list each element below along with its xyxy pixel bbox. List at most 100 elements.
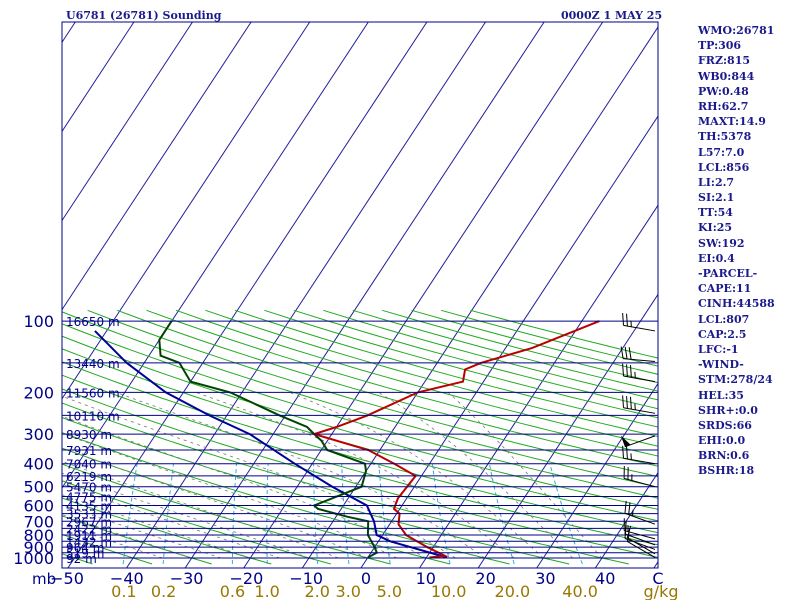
dry-adiabat [62, 335, 658, 510]
wind-barb-staff [627, 537, 656, 555]
isotherm-line [301, 26, 658, 568]
isotherm-line [62, 22, 193, 222]
index-line: -WIND- [698, 358, 744, 372]
temperature-tick-label: −30 [170, 569, 204, 588]
index-line: CAP:2.5 [698, 327, 747, 341]
index-line: WB0:844 [698, 69, 755, 83]
mixing-ratio-line [549, 463, 583, 565]
temperature-tick-label: −20 [230, 569, 264, 588]
mixing-ratio-tick-label: 5.0 [377, 582, 402, 600]
index-line: BSHR:18 [698, 464, 755, 478]
wind-barb-staff [623, 358, 656, 362]
height-label: 13440 m [66, 357, 120, 371]
dry-adiabat [62, 311, 658, 488]
pressure-tick-label: 300 [23, 425, 54, 444]
wind-barb-flag [629, 365, 632, 378]
wind-barb-staff [624, 538, 656, 550]
height-label: 519 m [66, 547, 104, 561]
isotherm-line [184, 22, 545, 568]
height-label: 4135 m [66, 499, 112, 513]
index-line: EI:0.4 [698, 251, 735, 265]
mixing-ratio-line [313, 463, 319, 565]
index-line: KI:25 [698, 221, 733, 235]
height-label: 4775 m [66, 490, 112, 504]
wind-barb-staff [624, 512, 656, 525]
isotherm-line [419, 204, 658, 568]
wind-barb-staff [623, 324, 656, 332]
height-label: 2967 m [66, 515, 112, 529]
isotherm-line [62, 22, 252, 311]
index-line: MAXT:14.9 [698, 115, 766, 129]
wind-barb-flag [622, 363, 624, 377]
temperature-trace [310, 320, 600, 559]
sounding-time: 0000Z 1 MAY 25 [561, 9, 663, 22]
isotherm-line [243, 22, 604, 568]
moist-adiabat [447, 392, 603, 559]
pressure-tick-label: 900 [23, 538, 54, 557]
pressure-tick-label: 700 [23, 512, 54, 531]
height-label: 6219 m [66, 470, 112, 484]
pressure-tick-label: 1000 [13, 549, 54, 568]
index-line: SW:192 [698, 236, 745, 250]
index-line: -PARCEL- [698, 267, 758, 280]
wind-barb-flag [620, 346, 624, 359]
index-line: TH:5378 [698, 130, 752, 144]
index-line: PW:0.48 [698, 84, 749, 98]
isotherm-line [62, 22, 311, 400]
height-label: 3533 m [66, 508, 112, 522]
index-line: BRN:0.6 [698, 449, 750, 463]
temperature-tick-label: −40 [110, 569, 144, 588]
isotherm-line [360, 115, 658, 568]
wind-barb-pennant [620, 435, 631, 447]
pressure-unit-label: mb [32, 570, 56, 588]
index-line: HEL:35 [698, 388, 744, 402]
index-line: L57:7.0 [698, 145, 745, 159]
mixing-ratio-line [231, 463, 237, 564]
indices-panel: WMO:26781 TP:306 FRZ:815 WB0:844 PW:0.48 RH:6… [698, 23, 775, 479]
mixing-ratio-line [378, 463, 391, 565]
isotherm-line [536, 382, 658, 568]
temperature-tick-label: 0 [361, 569, 371, 588]
wind-barb-flag [628, 502, 631, 515]
index-line: STM:278/24 [698, 373, 773, 387]
isotherm-line [594, 471, 658, 568]
moist-adiabat [62, 395, 456, 559]
index-line: SRDS:66 [698, 418, 752, 432]
wind-barb-flag [624, 346, 628, 360]
mixing-ratio-line [122, 463, 138, 565]
pressure-tick-label: 600 [23, 496, 54, 515]
wind-barb-staff [623, 375, 656, 383]
temperature-tick-label: 30 [535, 569, 555, 588]
index-line: LI:2.7 [698, 175, 735, 189]
plot-frame [61, 21, 659, 569]
mixing-ratio-tick-label: 1.0 [254, 582, 279, 600]
pressure-tick-label: 500 [23, 478, 54, 497]
pressure-tick-label: 800 [23, 526, 54, 545]
wind-barb-staff [627, 541, 656, 558]
height-label: 5470 m [66, 481, 112, 495]
index-line: TP:306 [698, 39, 742, 53]
station-title: U6781 (26781) Sounding [66, 9, 222, 22]
index-line: LCL:807 [698, 312, 750, 326]
dry-adiabat [146, 309, 658, 457]
mixing-ratio-tick-label: 20.0 [495, 582, 531, 600]
wind-barb-flag [626, 364, 628, 377]
mixing-ratio-tick-label: 3.0 [336, 582, 361, 600]
moist-adiabat [62, 432, 397, 559]
temperature-unit-label: C [652, 569, 663, 588]
temperature-tick-label: −10 [289, 569, 323, 588]
wind-barb-staff [623, 457, 656, 465]
mixing-ratio-tick-label: 0.1 [111, 582, 136, 600]
index-line: EHI:0.0 [698, 434, 746, 448]
isotherm-line [62, 22, 135, 133]
index-line: RH:62.7 [698, 99, 749, 113]
wind-barb-flag [629, 396, 632, 410]
mixing-ratio-line [162, 463, 175, 564]
mixing-ratio-tick-label: 10.0 [431, 582, 467, 600]
mixing-ratio-tick-label: 0.6 [220, 582, 245, 600]
dry-adiabat [175, 309, 658, 447]
height-label: 10110 m [66, 409, 120, 423]
moist-adiabat [378, 392, 573, 559]
index-line: LFC:-1 [698, 342, 739, 356]
wind-barb-flag [622, 445, 624, 459]
